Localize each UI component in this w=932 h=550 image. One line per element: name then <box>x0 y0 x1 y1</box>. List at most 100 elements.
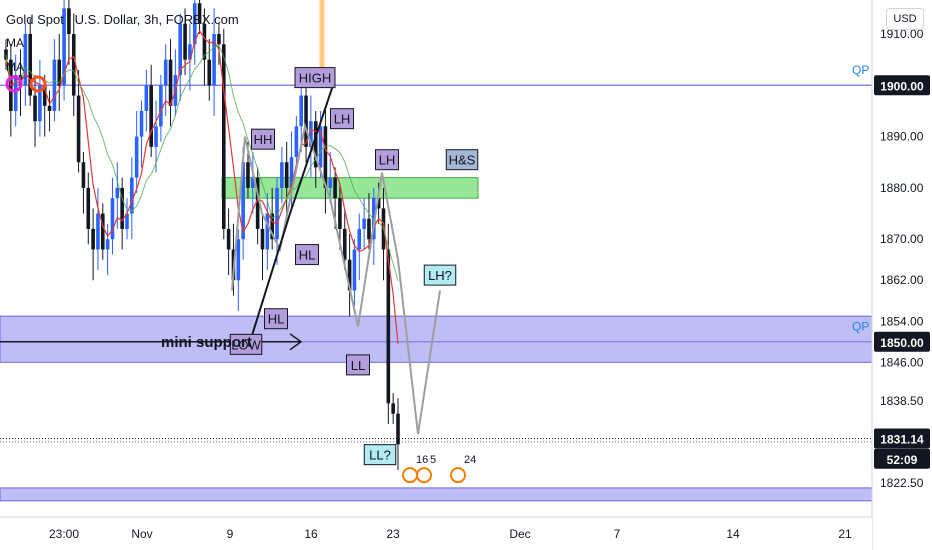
candle-body <box>299 95 304 127</box>
candle-body <box>251 177 255 188</box>
annotation-label-9: LH? <box>428 268 452 283</box>
candle-body <box>47 105 52 111</box>
annotation-box-1 <box>330 108 354 130</box>
candle-body <box>342 228 347 260</box>
candle-body <box>226 228 231 250</box>
candle-body <box>125 213 129 229</box>
price-badge-label-1: 1850.00 <box>880 336 924 350</box>
annotation-label-0: HIGH <box>299 71 332 86</box>
x-tick-label-3: 16 <box>304 527 318 541</box>
candle-body <box>130 177 134 214</box>
trend-line <box>249 84 334 343</box>
annotation-box-7 <box>229 333 263 355</box>
candle-body <box>96 213 100 250</box>
candle-body <box>352 249 357 291</box>
annotation-label-8: LL <box>351 358 365 373</box>
currency-button[interactable]: USD <box>886 8 924 30</box>
candle-body <box>212 34 216 86</box>
y-tick-label-6: 1854.00 <box>880 314 924 328</box>
candle-body <box>246 162 250 188</box>
event-label-0: 16 <box>416 454 428 466</box>
candle-body <box>362 218 366 229</box>
event-label-2: 24 <box>464 454 476 466</box>
annotation-box-0 <box>294 67 336 89</box>
candle-body <box>71 34 76 96</box>
pin-icon-2 <box>29 75 47 93</box>
candle-body <box>265 213 270 250</box>
y-tick-label-0: 1910.00 <box>880 27 924 41</box>
time-axis-bg <box>0 517 872 550</box>
candle-body <box>188 44 192 60</box>
price-badge-2 <box>874 428 930 449</box>
candle-body <box>67 8 71 34</box>
event-marker-1 <box>416 467 432 484</box>
y-tick-label-4: 1870.00 <box>880 232 924 246</box>
event-label-1: 5 <box>430 454 436 466</box>
candle-body <box>309 121 313 147</box>
annotation-box-2 <box>251 128 275 150</box>
candle-body <box>13 75 18 111</box>
x-tick-label-5: Dec <box>509 527 530 541</box>
candle-body <box>241 162 245 240</box>
annotation-label-1: LH <box>334 112 351 127</box>
candle-body <box>52 59 57 111</box>
price-badge-label-0: 1900.00 <box>880 79 924 93</box>
candle-body <box>178 23 183 76</box>
candle-body <box>23 34 28 86</box>
annotation-box-4 <box>445 149 479 171</box>
candle-body <box>149 85 153 147</box>
annotation-box-9 <box>423 264 457 286</box>
zone-rect-0 <box>0 315 873 363</box>
candle-body <box>134 136 139 178</box>
annotation-box-3 <box>375 149 399 171</box>
candle-body <box>338 198 342 229</box>
price-badge-0 <box>874 75 930 96</box>
annotation-label-4: H&S <box>449 153 476 168</box>
candle-body <box>110 198 115 240</box>
candle-body <box>280 162 284 188</box>
candle-body <box>376 198 381 209</box>
candle-body <box>236 239 241 281</box>
candle-body <box>260 228 265 250</box>
candle-body <box>304 95 308 147</box>
zone-rect-2 <box>0 487 873 502</box>
candle-body <box>159 85 163 127</box>
candle-body <box>391 403 395 414</box>
candle-body <box>91 228 95 250</box>
annotation-box-10 <box>363 444 397 466</box>
candle-body <box>38 85 42 122</box>
candle-body <box>144 85 149 111</box>
candle-body <box>192 3 197 45</box>
x-tick-label-4: 23 <box>386 527 400 541</box>
candle-body <box>328 177 333 188</box>
y-tick-label-7: 1846.00 <box>880 355 924 369</box>
candle-body <box>284 162 289 188</box>
mini-support-arrowhead <box>289 333 303 351</box>
zone-rect-1 <box>221 177 479 199</box>
candle-body <box>367 218 371 240</box>
annotation-label-5: HL <box>299 248 316 263</box>
candle-body <box>76 95 81 163</box>
candle-body <box>270 213 274 240</box>
moving-average-line <box>5 29 399 344</box>
candle-body <box>86 187 91 229</box>
x-tick-label-2: 9 <box>227 527 234 541</box>
annotation-label-3: LH <box>379 153 396 168</box>
annotation-label-2: HH <box>254 132 273 147</box>
candle-body <box>333 177 337 199</box>
candle-body <box>100 213 105 250</box>
annotation-label-7: LOW <box>231 337 261 352</box>
x-tick-label-0: 23:00 <box>49 527 79 541</box>
ma-indicator-label[interactable]: MA <box>6 36 24 50</box>
pin-icon <box>5 75 23 93</box>
candle-body <box>33 95 37 122</box>
event-marker-0 <box>402 467 418 484</box>
x-tick-label-7: 14 <box>726 527 740 541</box>
candle-body <box>347 259 352 291</box>
ma-indicator-label-2[interactable]: MA <box>6 60 24 74</box>
moving-average-line-2 <box>5 45 399 281</box>
y-tick-label-3: 1880.00 <box>880 181 924 195</box>
candle-body <box>357 228 362 250</box>
y-tick-label-10: 1822.50 <box>880 476 924 490</box>
